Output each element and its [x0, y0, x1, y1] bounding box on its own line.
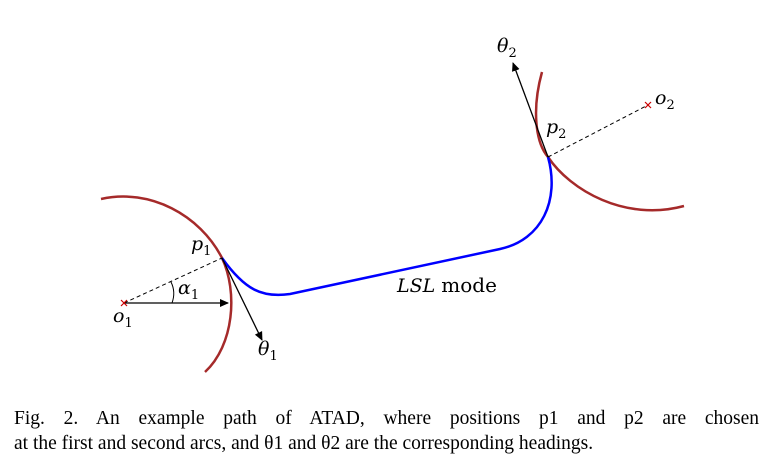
caption-line-2: at the first and second arcs, and θ1 and… [14, 433, 594, 454]
lsl-path [220, 156, 553, 297]
mode-label: LSL mode [396, 273, 497, 297]
caption-line-1: Fig. 2. An example path of ATAD, where p… [14, 408, 759, 429]
theta2-label: θ2 [497, 35, 517, 61]
figure-caption: Fig. 2. An example path of ATAD, where p… [14, 406, 759, 456]
radius-line-o2 [547, 104, 649, 158]
o2-center-mark [644, 101, 652, 109]
alpha-angle-arc [170, 281, 175, 304]
theta1-label: θ1 [258, 338, 278, 364]
p2-label: p2 [546, 116, 566, 142]
o1-label: o1 [113, 305, 133, 331]
atad-path-diagram: θ2 o2 p2 p1 α1 o1 θ1 LSL mode [100, 35, 685, 373]
radius-line-o1 [123, 257, 223, 304]
theta2-heading-arrow [512, 62, 549, 158]
o1-center-mark [120, 299, 128, 307]
first-arc [100, 195, 233, 373]
alpha1-label: α1 [178, 277, 199, 303]
o2-label: o2 [655, 87, 675, 113]
theta1-heading-arrow [221, 257, 263, 341]
p1-label: p1 [191, 233, 211, 259]
second-arc [534, 71, 685, 212]
